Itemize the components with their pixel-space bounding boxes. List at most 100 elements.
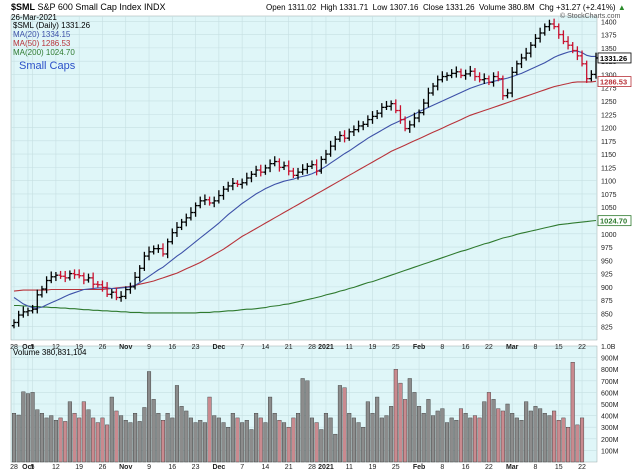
volume-bar <box>254 413 259 463</box>
price-tick-label: 1100 <box>601 179 616 186</box>
price-x-tick-label: 12 <box>52 344 60 351</box>
price-panel-bg <box>10 15 598 341</box>
ma200-price-flag: 1024.70 <box>597 215 632 227</box>
volume-bar <box>58 417 63 463</box>
ohlc-bar <box>342 130 347 143</box>
price-tick-label: 1125 <box>601 165 616 172</box>
ohlc-bar <box>21 306 26 318</box>
volume-tick-label: 300M <box>601 425 619 432</box>
ohlc-bar <box>258 164 263 177</box>
price-x-tick-label: 19 <box>369 344 377 351</box>
price-x-tick-label: Feb <box>413 344 425 351</box>
price-x-tick-label: 28 <box>308 344 316 351</box>
volume-x-tick-label: 12 <box>52 464 60 470</box>
ohlc-bar <box>370 111 375 124</box>
ohlc-bar <box>63 270 68 283</box>
volume-bar <box>538 408 543 463</box>
volume-bar <box>337 385 342 463</box>
chg-label: Chg <box>539 3 554 12</box>
ohlc-bar <box>361 121 366 131</box>
volume-bar <box>356 422 361 463</box>
volume-x-tick-label: 16 <box>168 464 176 470</box>
ohlc-bar <box>16 310 21 327</box>
ohlc-bar <box>523 47 529 61</box>
close-value: 1331.26 <box>445 3 475 12</box>
volume-bar <box>351 417 356 463</box>
ohlc-bar <box>86 273 91 283</box>
ohlc-bar <box>351 125 357 137</box>
open-label: Open <box>266 3 286 12</box>
ohlc-bar <box>193 202 198 217</box>
volume-bar <box>547 415 552 463</box>
volume-bar <box>147 371 152 463</box>
price-tick-label: 825 <box>601 325 613 332</box>
volume-bar <box>389 406 394 463</box>
volume-bar <box>454 420 459 463</box>
price-x-tick-label: Mar <box>506 344 519 351</box>
ohlc-bar <box>542 23 547 36</box>
ohlc-bar <box>30 304 35 314</box>
price-x-tick-label: Dec <box>212 344 225 351</box>
volume-tick-label: 800M <box>601 367 619 374</box>
ohlc-bar <box>435 75 440 91</box>
volume-bar <box>309 417 314 463</box>
volume-bar <box>221 422 226 463</box>
ohlc-bar <box>398 105 403 124</box>
volume-tick-label: 200M <box>601 437 619 444</box>
volume-bar <box>16 414 21 463</box>
ohlc-bar <box>365 115 371 128</box>
volume-bar <box>184 410 189 463</box>
volume-bar <box>477 417 482 463</box>
ohlc-bar <box>300 164 305 175</box>
ohlc-bar <box>212 196 217 208</box>
price-tick-label: 975 <box>601 245 613 252</box>
ma200-price-flag-text: 1024.70 <box>600 217 627 226</box>
volume-bar <box>486 392 491 463</box>
volume-bar <box>277 420 282 463</box>
volume-bar <box>142 407 147 463</box>
volume-x-tick-label: 22 <box>578 464 586 470</box>
ohlc-bar <box>561 30 566 45</box>
ohlc-bar <box>556 23 561 39</box>
volume-bar <box>491 399 496 463</box>
ohlc-bar <box>509 66 515 98</box>
price-tick-label: 925 <box>601 272 613 279</box>
ohlc-bar <box>76 269 82 279</box>
close-price-flag: 1331.26 <box>597 52 632 64</box>
ohlc-bar <box>337 131 343 142</box>
volume-tick-label: 1.0B <box>601 344 616 351</box>
price-x-tick-label: 11 <box>346 344 353 351</box>
ohlc-bar <box>579 50 585 67</box>
ohlc-bar <box>584 60 589 83</box>
volume-bar <box>174 385 179 463</box>
price-tick-label: 1225 <box>601 112 617 119</box>
ohlc-bar <box>156 244 161 253</box>
ohlc-bar <box>151 245 156 255</box>
ohlc-bar <box>44 276 49 294</box>
ohlc-bar <box>249 171 254 183</box>
volume-x-tick-label: 23 <box>192 464 200 470</box>
price-x-tick-label: 19 <box>75 344 83 351</box>
ohlc-bar <box>528 42 534 58</box>
price-tick-label: 1375 <box>601 33 617 40</box>
volume-bar <box>449 417 454 463</box>
volume-bar <box>268 396 273 463</box>
price-tick-label: 1350 <box>601 46 617 53</box>
ohlc-bar <box>230 178 236 191</box>
volume-bar <box>524 401 529 463</box>
volume-bar <box>533 406 538 463</box>
volume-bar <box>542 413 547 463</box>
ohlc-bar <box>281 161 287 171</box>
volume-x-tick-label: 19 <box>75 464 83 470</box>
ohlc-bar <box>477 72 482 83</box>
ohlc-bar <box>393 99 398 114</box>
ohlc-bar <box>402 116 408 132</box>
volume-tick-label: 500M <box>601 402 619 409</box>
volume-label: Volume <box>479 3 506 12</box>
symbol: $SML <box>11 2 36 12</box>
volume-bar <box>11 413 17 463</box>
volume-bar <box>170 417 175 463</box>
volume-legend: Volume 380,831,104 <box>13 348 87 357</box>
volume-bar <box>566 427 571 463</box>
volume-bar <box>21 391 26 463</box>
